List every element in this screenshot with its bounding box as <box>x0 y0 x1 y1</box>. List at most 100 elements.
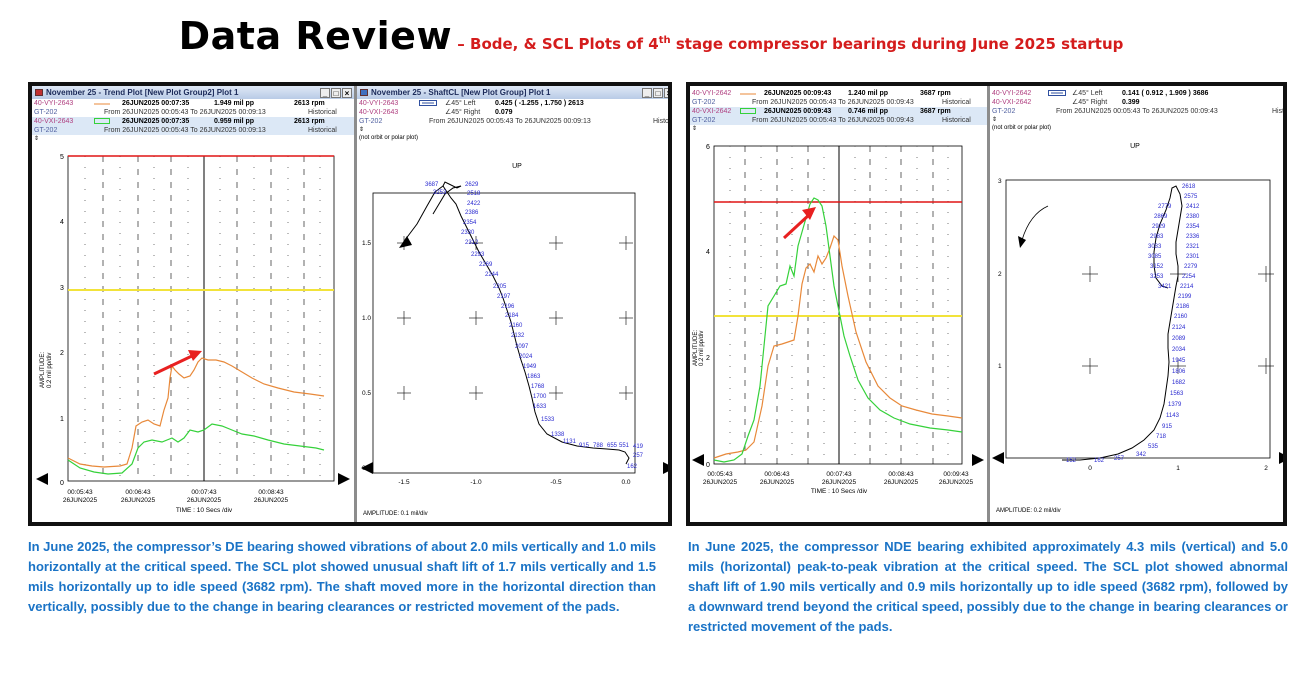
scroll-left-arrow[interactable] <box>361 462 373 474</box>
speed-label: 3152 <box>1150 264 1164 270</box>
x-tick-date: 26JUN2025 <box>884 479 919 486</box>
scl-row-y[interactable]: 40-VYI-2643 ∠45° Left 0.425 ( -1.255 , 1… <box>359 100 584 107</box>
speed-label: 2199 <box>1178 294 1192 300</box>
trend-row-x-range: GT-202 From 26JUN2025 00:05:43 To 26JUN2… <box>32 126 354 135</box>
x-tick-time: 00:05:43 <box>67 489 93 496</box>
scroll-left-arrow[interactable] <box>992 452 1004 464</box>
vertical-grid <box>102 156 305 481</box>
speed-label: 2196 <box>501 304 515 310</box>
speed-label: 915 <box>579 443 590 449</box>
y-tick: 1.0 <box>362 315 371 322</box>
x-tick-time: 00:06:43 <box>764 471 790 478</box>
zoom-arrows[interactable]: ⇕ <box>692 126 698 132</box>
legend-box-x <box>94 118 110 124</box>
y-tick: 4 <box>706 249 710 256</box>
y-axis-unit: 0.2 mil pp/div <box>47 353 53 388</box>
y-tick: 3 <box>60 285 64 292</box>
plot-note: (not orbit or polar plot) <box>359 135 419 141</box>
vertical-grid <box>744 146 934 464</box>
scroll-right-arrow[interactable] <box>338 473 350 485</box>
trend-row-x[interactable]: 40-VXI-2642 26JUN2025 00:09:43 0.746 mil… <box>690 107 987 116</box>
restore-button[interactable]: □ <box>331 88 341 98</box>
scroll-right-arrow[interactable] <box>972 454 984 466</box>
scl-plot-area: UP 1.5 1.0 0.5 0.0 <box>361 163 672 517</box>
speed-label: 915 <box>1162 424 1173 430</box>
y-tick: 0 <box>706 462 710 469</box>
speed-label: 2929 <box>1152 224 1166 230</box>
app-icon <box>35 89 43 96</box>
plot-note: (not orbit or polar plot) <box>992 125 1052 131</box>
x-tick-labels: 00:05:43 26JUN2025 00:06:43 26JUN2025 00… <box>703 471 974 486</box>
speed-label: 2518 <box>467 191 481 197</box>
x-tick-time: 00:06:43 <box>125 489 151 496</box>
speed-label: 1945 <box>1172 358 1186 364</box>
speed-labels: 2618 2575 2779 2412 2869 2380 2929 2354 … <box>1066 184 1200 464</box>
speed-label: 2124 <box>1172 325 1186 331</box>
x-tick-time: 00:08:43 <box>888 471 914 478</box>
speed-label: 1533 <box>541 417 555 423</box>
y-tick: 2 <box>60 350 64 357</box>
speed-label: 2983 <box>1150 234 1164 240</box>
speed-label: 1682 <box>1172 380 1186 386</box>
scl-row-y[interactable]: 40-VYI-2642 ∠45° Left 0.141 ( 0.912 , 1.… <box>992 90 1209 97</box>
speed-label: 2330 <box>461 230 475 236</box>
x-tick-date: 26JUN2025 <box>760 479 795 486</box>
speed-label: 2184 <box>505 313 519 319</box>
speed-label: 2629 <box>465 182 479 188</box>
x-tick-labels: 0 1 2 <box>1088 465 1268 472</box>
trend-row-y-range: GT-202 From 26JUN2025 00:05:43 To 26JUN2… <box>34 109 337 116</box>
speed-label: 2869 <box>1154 214 1168 220</box>
speed-labels: 2629 2518 2422 2386 2354 2330 2312 2293 … <box>425 182 644 470</box>
scl-plot-area: UP 3 2 1 0 0 1 2 <box>992 143 1287 514</box>
zoom-arrows[interactable]: ⇕ <box>992 117 998 123</box>
trend-row-x[interactable]: 40-VXI-2643 26JUN2025 00:07:35 0.959 mil… <box>32 117 354 126</box>
rotation-arc <box>1021 205 1049 241</box>
x-tick-date: 26JUN2025 <box>121 497 156 504</box>
speed-label: 1768 <box>531 384 545 390</box>
speed-label: 1131 <box>563 439 577 445</box>
zoom-arrows[interactable]: ⇕ <box>34 136 40 142</box>
speed-label: 2097 <box>515 344 529 350</box>
minimize-button[interactable]: _ <box>642 88 652 98</box>
scroll-right-arrow[interactable] <box>1279 452 1287 464</box>
rotation-arrow <box>1018 236 1026 248</box>
speed-label: 3033 <box>1148 244 1162 250</box>
scroll-left-arrow[interactable] <box>692 454 704 466</box>
speed-label: 2618 <box>1182 184 1196 190</box>
x-tick-time: 00:07:43 <box>191 489 217 496</box>
minimize-button[interactable]: _ <box>320 88 330 98</box>
speed-label: 1806 <box>1172 369 1186 375</box>
x-tick: 0 <box>1088 465 1092 472</box>
speed-label: 1700 <box>533 394 547 400</box>
speed-label: 1143 <box>1166 413 1180 419</box>
speed-label: 2197 <box>497 294 511 300</box>
speed-label: 2024 <box>519 354 533 360</box>
x-tick: 1 <box>1176 465 1180 472</box>
close-button[interactable]: × <box>342 88 352 98</box>
restore-button[interactable]: □ <box>653 88 663 98</box>
close-button[interactable]: × <box>664 88 668 98</box>
plot-frame <box>713 145 963 465</box>
legend-line-y <box>740 93 756 95</box>
scl-row-x[interactable]: 40-VXI-2642 ∠45° Right 0.399 <box>992 99 1140 106</box>
window-titlebar[interactable]: November 25 - ShaftCL [New Plot Group] P… <box>357 86 668 99</box>
speed-label: 2386 <box>465 210 479 216</box>
scroll-right-arrow[interactable] <box>663 462 672 474</box>
x-tick-date: 26JUN2025 <box>187 497 222 504</box>
speed-label: 2214 <box>1180 284 1194 290</box>
speed-label: 2279 <box>1184 264 1198 270</box>
amplitude-label: AMPLITUDE: 0.2 mil/div <box>996 508 1061 514</box>
scl-row-x[interactable]: 40-VXI-2643 ∠45° Right 0.079 <box>359 109 513 116</box>
speed-label: 3687 <box>425 182 439 188</box>
trend-row-x-range: GT-202 From 26JUN2025 00:05:43 To 26JUN2… <box>690 116 987 125</box>
trend-row-y[interactable]: 40-VYI-2642 26JUN2025 00:09:43 1.240 mil… <box>692 90 951 97</box>
y-tick: 0.5 <box>362 390 371 397</box>
zoom-arrows[interactable]: ⇕ <box>359 127 365 133</box>
left-screenshot: November 25 - Trend Plot [New Plot Group… <box>28 82 672 526</box>
scroll-left-arrow[interactable] <box>36 473 48 485</box>
window-titlebar[interactable]: November 25 - Trend Plot [New Plot Group… <box>32 86 354 99</box>
x-tick-time: 00:08:43 <box>258 489 284 496</box>
trend-row-y[interactable]: 40-VYI-2643 26JUN2025 00:07:35 1.949 mil… <box>34 100 325 107</box>
speed-label: 3253 <box>1150 274 1164 280</box>
direction-arrow <box>399 236 412 248</box>
